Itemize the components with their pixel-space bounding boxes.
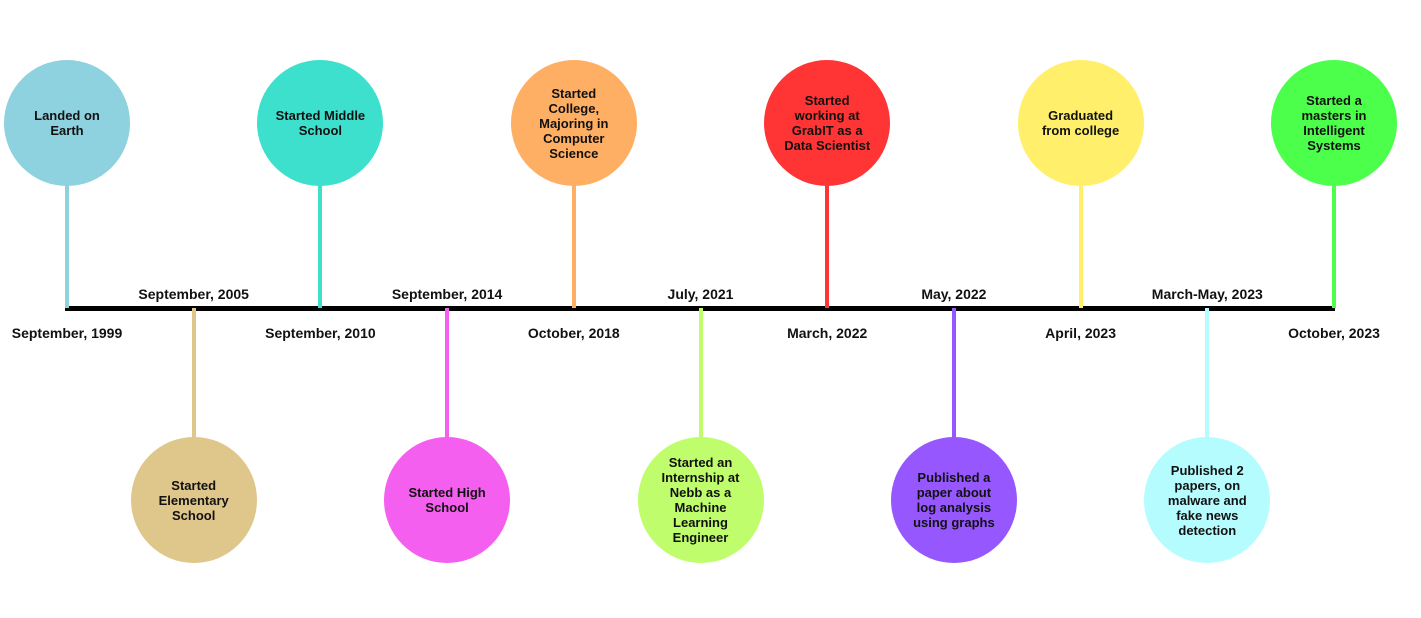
event-description: Started working at GrabIT as a Data Scie… [784, 93, 871, 153]
event-date: July, 2021 [667, 286, 734, 302]
event-date: September, 2005 [138, 286, 249, 302]
event-circle: Started College, Majoring in Computer Sc… [510, 60, 637, 186]
event-date: April, 2023 [1045, 325, 1117, 341]
event-description: Started College, Majoring in Computer Sc… [539, 85, 609, 161]
event-circle: Published 2 papers, on malware and fake … [1144, 437, 1271, 563]
event-description: Graduated from college [1041, 108, 1120, 138]
event-description: Started a masters in Intelligent Systems [1301, 93, 1367, 153]
event-circle: Started a masters in Intelligent Systems [1271, 60, 1397, 186]
event-stem [445, 308, 450, 441]
event-circle: Landed on Earth [4, 60, 130, 186]
event-description: Landed on Earth [34, 108, 100, 138]
event-date: October, 2023 [1288, 325, 1380, 341]
event-stem [698, 308, 703, 441]
event-circle: Published a paper about log analysis usi… [890, 437, 1017, 563]
event-description: Started High School [408, 485, 486, 515]
event-stem [65, 182, 69, 308]
event-description: Published a paper about log analysis usi… [913, 470, 995, 530]
event-date: October, 2018 [527, 325, 620, 341]
event-circle: Started High School [384, 437, 511, 563]
event-circle: Started an Internship at Nebb as a Machi… [637, 437, 764, 563]
event-date: May, 2022 [921, 286, 987, 302]
event-date: September, 2010 [265, 325, 376, 341]
event-description: Published 2 papers, on malware and fake … [1167, 462, 1247, 538]
event-stem [1332, 182, 1336, 308]
event-description: Started an Internship at Nebb as a Machi… [661, 455, 740, 545]
event-circle: Started Elementary School [130, 437, 257, 563]
event-date: March-May, 2023 [1151, 286, 1263, 302]
event-stem [951, 308, 956, 441]
event-circle: Started Middle School [257, 60, 384, 186]
event-stem [571, 182, 576, 308]
event-stem [1078, 182, 1083, 308]
event-description: Started Middle School [275, 108, 366, 138]
event-circle: Graduated from college [1017, 60, 1144, 186]
event-circle: Started working at GrabIT as a Data Scie… [764, 60, 891, 186]
event-stem [191, 308, 196, 441]
event-date: March, 2022 [787, 325, 868, 341]
event-stem [318, 182, 323, 308]
event-stem [1205, 308, 1210, 441]
event-date: September, 1999 [11, 325, 123, 341]
event-date: September, 2014 [391, 286, 503, 302]
event-description: Started Elementary School [158, 477, 229, 523]
event-stem [825, 182, 830, 308]
